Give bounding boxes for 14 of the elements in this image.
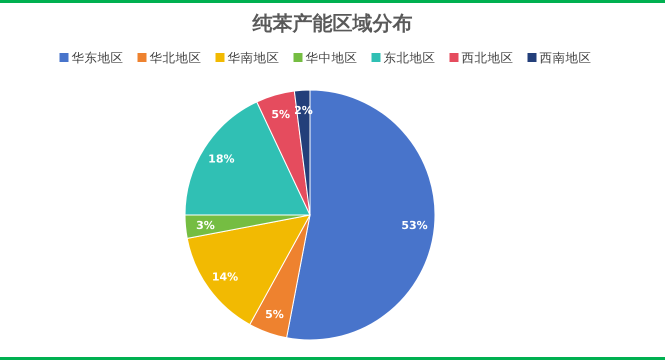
- data-label: 14%: [212, 270, 238, 284]
- legend-label: 华东地区: [72, 50, 124, 65]
- legend-label: 东北地区: [384, 50, 436, 65]
- data-label: 18%: [208, 152, 235, 166]
- data-label: 3%: [196, 218, 215, 232]
- legend-label: 西北地区: [462, 50, 514, 65]
- data-label: 5%: [271, 108, 290, 122]
- data-label: 53%: [401, 218, 428, 232]
- legend-label: 华中地区: [306, 50, 358, 65]
- chart-title: 纯苯产能区域分布: [252, 11, 412, 35]
- legend-label: 华北地区: [150, 50, 202, 65]
- legend-label: 西南地区: [540, 50, 592, 65]
- legend-label: 华南地区: [228, 50, 280, 65]
- data-label: 5%: [265, 308, 284, 321]
